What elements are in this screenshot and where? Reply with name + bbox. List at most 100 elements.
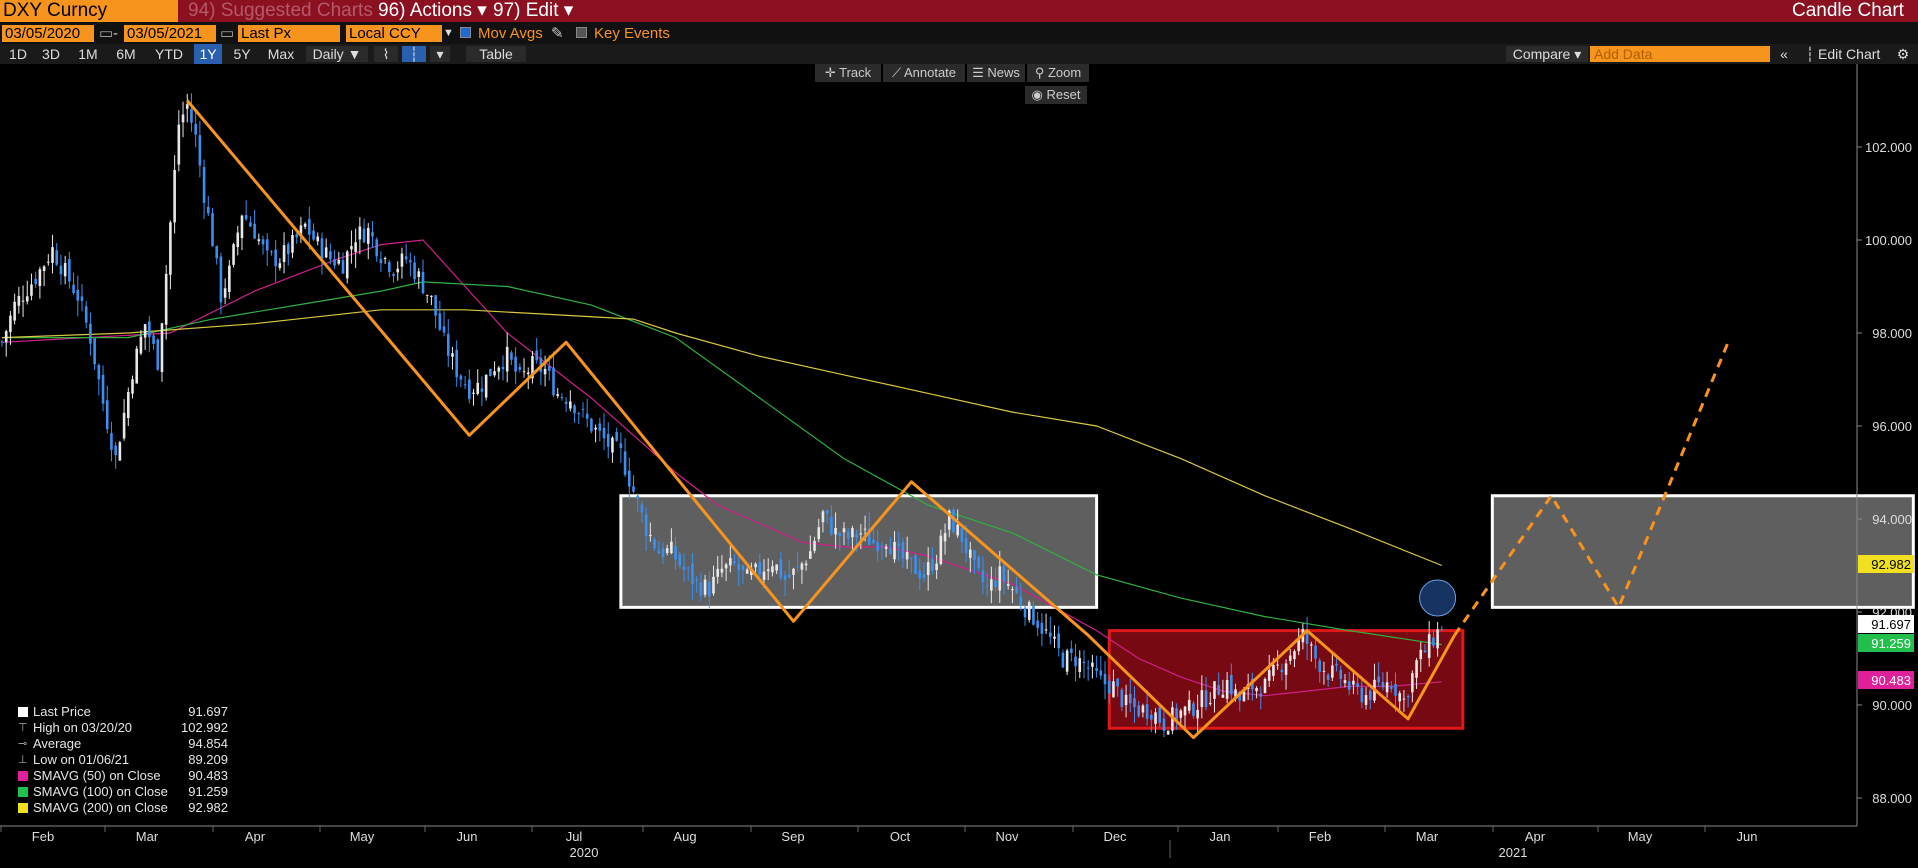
- range-button-ytd[interactable]: YTD: [155, 46, 183, 62]
- candle-body: [653, 539, 656, 549]
- candle-body: [459, 375, 463, 380]
- candle-body: [101, 374, 105, 404]
- candle-body: [1006, 584, 1010, 586]
- candle-chart-icon[interactable]: ┆: [402, 46, 426, 62]
- edit-menu[interactable]: 97) Edit ▾: [493, 0, 574, 21]
- candle-body: [863, 528, 867, 530]
- line-chart-icon[interactable]: ⌇: [374, 46, 398, 62]
- reset-button[interactable]: ◉ Reset: [1025, 86, 1087, 104]
- candle-body: [1208, 703, 1212, 705]
- candle-body: [1255, 688, 1258, 692]
- candle-body: [316, 236, 320, 242]
- candle-body: [38, 269, 42, 287]
- candle-body: [388, 262, 391, 273]
- candle-body: [606, 434, 610, 447]
- range-button-5y[interactable]: 5Y: [233, 46, 251, 62]
- candle-body: [678, 554, 682, 566]
- table-button[interactable]: Table: [466, 46, 526, 62]
- month-tick-label: May: [350, 829, 375, 844]
- currency-select[interactable]: Local CCY: [346, 25, 442, 42]
- candle-body: [1322, 670, 1326, 672]
- chevron-down-icon[interactable]: ▾: [430, 46, 450, 62]
- candle-body: [1280, 669, 1284, 673]
- range-button-1y[interactable]: 1Y: [194, 44, 222, 64]
- candle-body: [1128, 694, 1132, 704]
- candle-body: [446, 333, 450, 356]
- candle-body: [1120, 689, 1124, 707]
- add-data-input[interactable]: Add Data: [1590, 46, 1770, 62]
- candle-body: [703, 579, 707, 595]
- news-button[interactable]: ☰ News: [967, 64, 1025, 82]
- candle-body: [522, 371, 526, 373]
- candle-body: [396, 268, 400, 273]
- edit-chart-button[interactable]: ┆ Edit Chart: [1796, 46, 1890, 62]
- candle-body: [590, 418, 593, 432]
- calendar-icon[interactable]: ▭: [220, 25, 235, 42]
- candle-body: [337, 259, 341, 264]
- compare-select[interactable]: Compare ▾: [1506, 46, 1588, 62]
- moving-average-line: [1, 309, 1443, 567]
- candle-body: [737, 563, 741, 571]
- frequency-select[interactable]: Daily ▼: [306, 46, 368, 62]
- key-events-label[interactable]: Key Events: [594, 25, 670, 42]
- track-button[interactable]: ✛ Track: [815, 64, 881, 82]
- legend-marker-icon: ⊤: [18, 722, 28, 734]
- range-button-1m[interactable]: 1M: [78, 46, 98, 62]
- candle-body: [1242, 691, 1246, 702]
- chevron-down-icon[interactable]: ▼: [443, 27, 454, 39]
- price-field-select[interactable]: Last Px: [238, 25, 340, 42]
- range-button-6m[interactable]: 6M: [116, 46, 136, 62]
- legend-label: Low on 01/06/21: [33, 752, 130, 767]
- candle-body: [787, 574, 791, 577]
- candle-body: [889, 548, 892, 555]
- candle-body: [0, 341, 4, 343]
- candle-body: [97, 364, 101, 380]
- suggested-charts-button[interactable]: 94) Suggested Charts: [188, 0, 373, 21]
- mov-avgs-checkbox[interactable]: [460, 27, 471, 38]
- candle-body: [1238, 691, 1242, 701]
- candle-body: [1036, 620, 1039, 628]
- last-price-tag: [1858, 615, 1914, 633]
- candle-body: [1267, 670, 1271, 681]
- candle-body: [1141, 705, 1145, 713]
- candle-chart[interactable]: 88.000 90.000 92.000 94.000 96.000 98.000 100.…: [0, 22, 1918, 868]
- candle-body: [779, 559, 783, 579]
- price-tick-label: 94.000: [1872, 512, 1912, 527]
- candle-body: [1419, 649, 1423, 660]
- ticker-field[interactable]: DXY Curncy: [0, 0, 178, 22]
- collapse-icon[interactable]: «: [1780, 46, 1788, 62]
- month-tick-label: Oct: [890, 829, 911, 844]
- pencil-icon[interactable]: ✎: [551, 25, 564, 42]
- candle-body: [55, 250, 59, 265]
- range-bar: 1D 3D 1M 6M YTD 1Y 5Y Max Daily ▼ ⌇ ┆ ▾ Table C…: [0, 44, 1918, 64]
- candle-body: [354, 242, 357, 252]
- candle-body: [493, 371, 496, 376]
- actions-menu[interactable]: 96) Actions ▾: [378, 0, 487, 21]
- legend-value: 94.854: [188, 736, 228, 751]
- candle-body: [577, 413, 581, 415]
- candle-body: [1002, 565, 1006, 582]
- range-button-1d[interactable]: 1D: [9, 46, 27, 62]
- key-events-checkbox[interactable]: [576, 27, 587, 38]
- mov-avgs-label[interactable]: Mov Avgs: [478, 25, 543, 42]
- candle-body: [918, 570, 922, 579]
- candle-body: [1078, 658, 1082, 672]
- candle-body: [1196, 709, 1199, 719]
- candle-body: [68, 259, 71, 282]
- calendar-icon[interactable]: ▭: [99, 25, 114, 42]
- end-date-input[interactable]: 03/05/2021: [124, 25, 216, 42]
- trend-zigzag-line: [186, 99, 1456, 740]
- annotate-button[interactable]: ⟋ Annotate: [883, 64, 965, 82]
- legend-label: SMAVG (200) on Close: [33, 800, 168, 815]
- gear-icon[interactable]: ⚙: [1896, 46, 1910, 62]
- legend-row: Last Price 91.697: [8, 704, 228, 720]
- candle-body: [329, 251, 332, 260]
- start-date-input[interactable]: 03/05/2020: [2, 25, 94, 42]
- range-button-3d[interactable]: 3D: [42, 46, 60, 62]
- candle-body: [985, 585, 989, 587]
- zoom-button[interactable]: ⚲ Zoom: [1027, 64, 1089, 82]
- candle-body: [838, 533, 842, 536]
- range-button-max[interactable]: Max: [267, 46, 295, 62]
- candle-body: [451, 353, 454, 357]
- candle-body: [1048, 632, 1052, 637]
